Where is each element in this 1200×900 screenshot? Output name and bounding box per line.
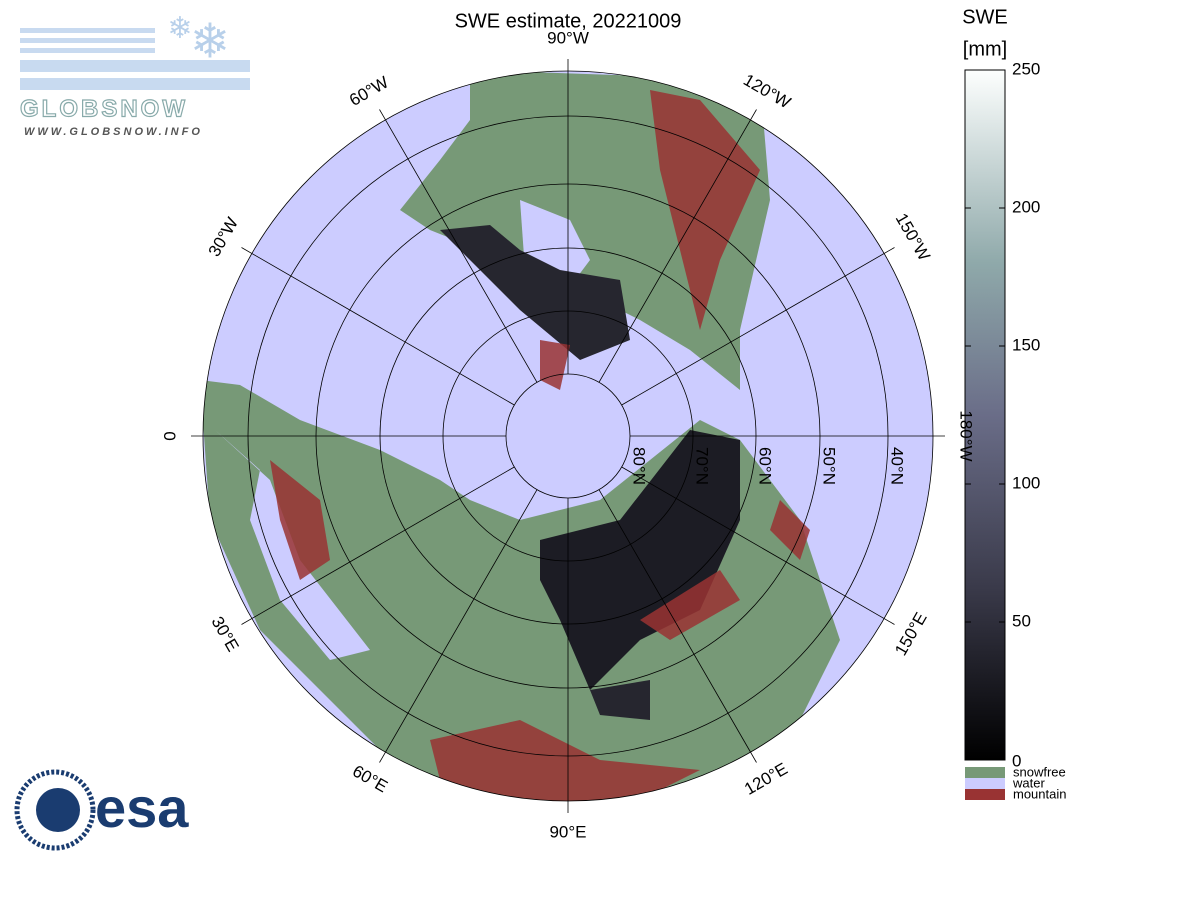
logo-text: GLOBSNOW (20, 95, 188, 122)
colorbar-tick-label: 250 (1012, 59, 1040, 78)
legend-label: water (1012, 775, 1045, 790)
latitude-label: 60°N (756, 447, 775, 485)
meridian (241, 247, 515, 406)
longitude-label: 60°E (349, 761, 391, 796)
longitude-label: 90°W (547, 28, 589, 47)
legend-swatch (965, 767, 1005, 778)
title: SWE estimate, 20221009 (455, 10, 682, 32)
logo-url: WWW.GLOBSNOW.INFO (24, 126, 203, 138)
longitude-label: 150°W (892, 210, 934, 264)
longitude-label: 120°E (741, 759, 791, 799)
legend-swatch (965, 789, 1005, 800)
latitude-label: 50°N (820, 447, 839, 485)
legend-swatch (965, 778, 1005, 789)
meridian (621, 466, 895, 625)
globsnow-logo: ❄ ❄ GLOBSNOW WWW.GLOBSNOW.INFO (19, 12, 250, 138)
latitude-label: 70°N (693, 447, 712, 485)
colorbar (964, 69, 1006, 761)
colorbar-tick-label: 50 (1012, 611, 1031, 630)
meridian (379, 109, 538, 383)
meridian (598, 489, 757, 763)
meridian (379, 489, 538, 763)
latitude-label: 40°N (888, 447, 907, 485)
colorbar-title: SWE (962, 6, 1008, 28)
map (203, 71, 933, 801)
colorbar-unit: [mm] (963, 38, 1007, 60)
longitude-label: 30°W (205, 214, 242, 260)
longitude-label: 150°E (891, 609, 931, 659)
meridian (621, 247, 895, 406)
longitude-label: 180°W (957, 410, 976, 461)
meridian (241, 466, 515, 625)
latitude-label: 80°N (630, 447, 649, 485)
longitude-label: 90°E (549, 822, 586, 841)
meridian (598, 109, 757, 383)
svg-text:❄: ❄ (190, 16, 230, 69)
colorbar-tick-label: 0 (1012, 751, 1021, 770)
longitude-label: 0 (160, 431, 179, 440)
longitude-label: 30°E (208, 613, 243, 655)
svg-text:❄: ❄ (167, 12, 192, 45)
graticule (191, 59, 945, 813)
longitude-label: 120°W (740, 70, 794, 112)
legend-label: snowfree (1013, 764, 1066, 779)
colorbar-tick-label: 150 (1012, 335, 1040, 354)
colorbar-tick-label: 200 (1012, 197, 1040, 216)
legend-label: mountain (1013, 786, 1066, 801)
longitude-label: 60°W (346, 73, 392, 110)
esa-logo: esa (14, 769, 189, 851)
colorbar-tick-label: 100 (1012, 473, 1040, 492)
esa-text: esa (95, 776, 189, 839)
